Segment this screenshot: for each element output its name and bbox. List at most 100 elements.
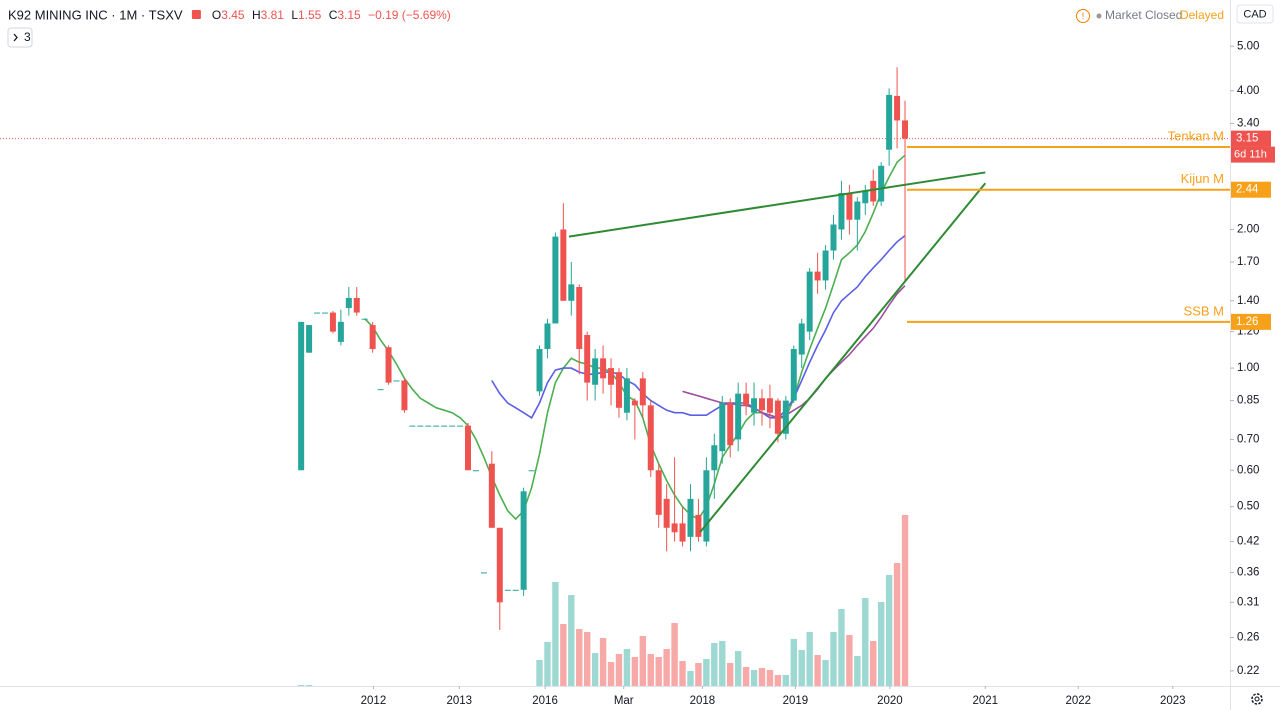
x-tick-label: 2021 <box>972 695 998 707</box>
x-tick-label: 2022 <box>1065 695 1091 707</box>
candle-body <box>735 393 742 440</box>
y-tick-label: 0.31 <box>1237 596 1259 608</box>
volume-bar <box>703 659 710 686</box>
settings-icon[interactable] <box>1251 693 1263 705</box>
candle-body <box>441 425 448 427</box>
candle-body <box>854 201 861 220</box>
candle-body <box>329 312 336 332</box>
volume-bar <box>742 667 750 686</box>
volume-bar <box>798 650 805 686</box>
candle-body <box>369 325 376 350</box>
volume-bar <box>655 657 662 686</box>
low: 1.55 <box>298 8 322 22</box>
indicator-line <box>491 234 906 419</box>
settings-icon-center <box>1254 696 1260 702</box>
candle-body <box>743 393 750 406</box>
candle-body <box>703 470 710 542</box>
y-tick-label: 1.70 <box>1237 256 1259 268</box>
plot-area: Tenkan M Kijun M SSB M <box>0 67 1230 686</box>
volume-bar <box>727 663 734 686</box>
volume-bar <box>631 657 639 686</box>
volume-bar <box>615 654 623 686</box>
candle-body <box>385 347 392 383</box>
currency-button[interactable] <box>1236 4 1274 24</box>
candle-body <box>393 380 400 382</box>
symbol-icon <box>191 10 201 19</box>
y-tick-label: 2.00 <box>1237 223 1259 235</box>
trendline <box>568 171 986 238</box>
candle-body <box>838 193 845 230</box>
y-tick-label: 0.42 <box>1237 536 1259 548</box>
volume-bar <box>830 632 837 686</box>
candle-body <box>592 358 599 385</box>
indicator-toggle[interactable] <box>7 27 33 48</box>
level-price-label: 1.26 <box>1236 316 1258 328</box>
candle-body <box>695 514 702 537</box>
y-tick-label: 1.40 <box>1237 295 1259 307</box>
last-price-box <box>1231 130 1271 147</box>
volume-bar <box>846 635 853 686</box>
status-dot <box>1096 13 1102 19</box>
candle-body <box>902 120 909 139</box>
volume-bar <box>607 662 615 686</box>
candle-body <box>353 297 360 313</box>
candle-body <box>536 349 543 392</box>
candle-body <box>631 400 638 406</box>
candle-body <box>663 498 670 528</box>
candle-body <box>774 400 781 434</box>
level-price-box <box>1231 313 1271 330</box>
candle-body <box>425 425 432 427</box>
candle-body <box>727 402 734 446</box>
candle-body <box>846 193 853 220</box>
volume-bar <box>583 632 591 686</box>
candle-body <box>504 589 511 591</box>
candle-body <box>417 425 424 427</box>
candle-body <box>639 378 646 406</box>
level-name: SSB M <box>1184 303 1224 318</box>
candle-body <box>377 389 384 391</box>
candle-body <box>306 325 313 353</box>
candle-body <box>647 405 654 471</box>
volume-bar <box>719 641 726 686</box>
volume-bar <box>877 602 885 686</box>
open: 3.45 <box>221 8 245 22</box>
candle-body <box>568 284 575 301</box>
candle-body <box>298 321 305 471</box>
x-tick-label: 2018 <box>690 695 716 707</box>
y-tick-label: 4.00 <box>1237 85 1259 97</box>
volume-bar <box>734 651 742 686</box>
volume-bar <box>814 655 821 686</box>
candle-body <box>560 229 567 301</box>
volume-bar <box>862 598 869 686</box>
volume-bar <box>560 624 567 686</box>
indicator-count: 3 <box>24 30 31 44</box>
axes: 5.004.003.402.001.701.401.201.000.850.70… <box>361 40 1275 707</box>
chevron-icon <box>13 33 18 42</box>
high: 3.81 <box>261 8 285 22</box>
candle-body <box>361 318 368 320</box>
candle-body <box>528 470 535 472</box>
volume-bar <box>885 575 893 686</box>
warning-icon[interactable] <box>1076 9 1090 23</box>
change: −0.19 (−5.69%) <box>368 8 451 22</box>
candle-body <box>719 402 726 452</box>
volume-bar <box>774 675 782 686</box>
symbol-title: K92 MINING INC · 1M · TSXV <box>8 7 183 22</box>
level-price-label: 2.44 <box>1236 184 1259 196</box>
y-tick-label: 0.60 <box>1237 464 1259 476</box>
volume-bar <box>901 515 909 686</box>
volume-bar <box>623 649 631 686</box>
candle-body <box>751 398 758 413</box>
volume-bar <box>758 668 766 686</box>
volume-bar <box>750 670 758 686</box>
last-price-label: 3.15 <box>1236 133 1258 145</box>
market-status: Market Closed <box>1105 8 1182 22</box>
volume-bar <box>711 643 718 686</box>
volume-bar <box>806 632 813 686</box>
y-tick-label: 0.85 <box>1237 395 1259 407</box>
candle-body <box>894 95 901 121</box>
volume-bar <box>838 609 845 686</box>
y-tick-label: 0.26 <box>1237 632 1259 644</box>
